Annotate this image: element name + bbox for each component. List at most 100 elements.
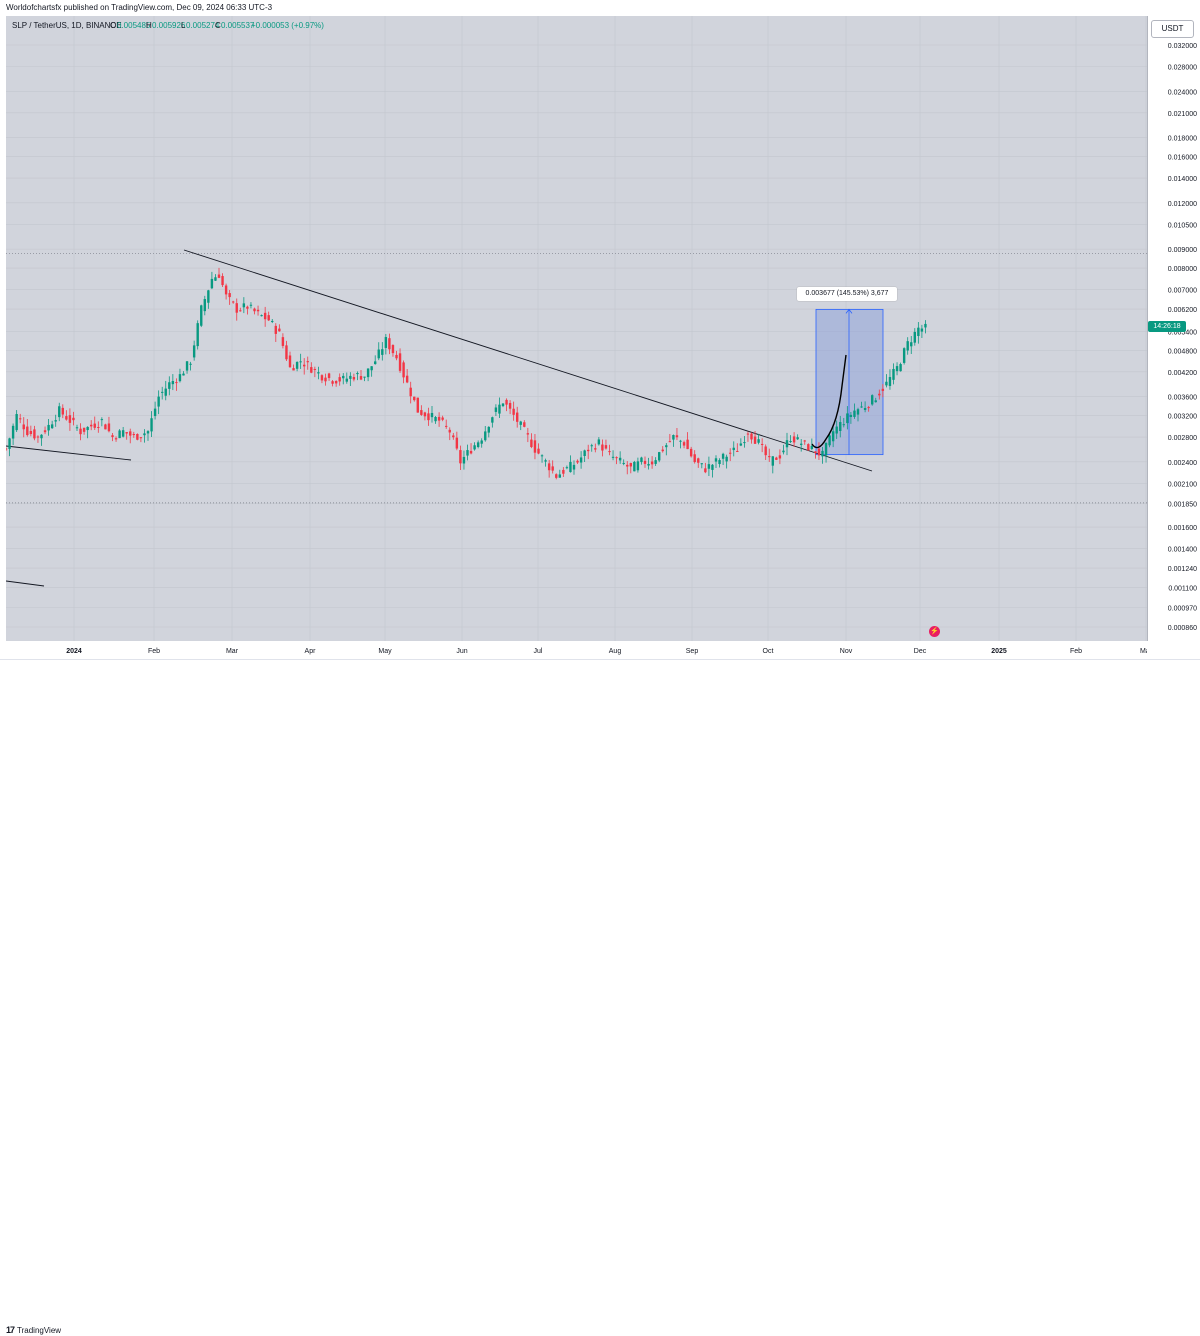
price-tick-label: 0.028000 [1168, 64, 1197, 71]
candle-body [157, 396, 160, 407]
candle-body [842, 424, 845, 426]
candle-body [402, 362, 405, 378]
projection-curve-line[interactable] [811, 354, 847, 449]
candle-body [43, 430, 47, 433]
candle [196, 320, 199, 350]
candle [405, 369, 409, 384]
candle-body [136, 433, 139, 440]
candle [139, 436, 143, 443]
candle-body [384, 337, 388, 348]
candle-body [79, 428, 82, 435]
candle [544, 458, 547, 467]
candle-body [913, 331, 916, 343]
time-axis[interactable]: 2024 Feb Mar Apr May Jun Jul Aug Sep Oct Nov Dec 202… [6, 641, 1153, 659]
descending-trendline[interactable] [183, 249, 873, 472]
candle [334, 380, 338, 387]
candle-body [466, 450, 469, 456]
candle [533, 433, 537, 460]
candle [736, 443, 739, 452]
candle-body [636, 461, 640, 471]
candle-body [253, 308, 256, 312]
candle [356, 371, 359, 381]
bottom-trendline-fragment[interactable] [5, 580, 45, 587]
measure-box[interactable] [815, 308, 884, 456]
candle-body [50, 424, 54, 429]
candle-body [90, 424, 93, 427]
candle [824, 442, 828, 463]
candle [636, 457, 640, 473]
tradingview-logo-icon: 17 [6, 1325, 15, 1335]
candle [33, 425, 36, 441]
candle [693, 450, 696, 464]
candle-body [760, 443, 764, 445]
candle-body [118, 430, 121, 439]
candle-body [462, 456, 466, 464]
candle-body [19, 418, 22, 420]
candle [469, 443, 473, 455]
candle-body [622, 462, 625, 464]
candle-body [217, 274, 221, 278]
candle-body [58, 406, 61, 418]
candle-body [47, 424, 50, 431]
candle [899, 362, 902, 372]
candle-body [320, 375, 324, 381]
tradingview-logo[interactable]: 17 TradingView [6, 1324, 61, 1336]
candle [4, 447, 8, 452]
measure-label[interactable]: 0.003677 (145.53%) 3,677 [797, 287, 897, 301]
candle-body [849, 414, 853, 417]
candle [757, 433, 760, 445]
trendlines[interactable] [5, 249, 873, 587]
candle-body [700, 463, 703, 465]
lower-trendline[interactable] [5, 445, 132, 461]
candle [267, 311, 270, 322]
candle-body [427, 413, 430, 421]
candle-body [732, 447, 735, 451]
candle-body [36, 436, 40, 438]
candle [50, 420, 54, 429]
candle [313, 366, 317, 378]
candle-body [633, 461, 636, 472]
candle-body [494, 407, 498, 412]
candle [817, 442, 821, 460]
candle-body [682, 442, 686, 446]
candle-body [888, 377, 892, 386]
event-lightning-icon[interactable]: ⚡ [929, 626, 940, 637]
candle-body [778, 455, 782, 459]
candle-body [693, 454, 696, 463]
currency-button[interactable]: USDT [1151, 20, 1194, 38]
candle-body [746, 433, 750, 435]
candle [100, 417, 104, 427]
price-tick-label: 0.010500 [1168, 222, 1197, 229]
candle-body [324, 377, 327, 382]
candle [370, 366, 373, 377]
legend-low: 0.005274 [186, 21, 220, 30]
candle-body [8, 438, 11, 449]
candle [831, 424, 835, 448]
candle [86, 426, 89, 439]
candle-body [608, 451, 611, 453]
price-tick-label: 0.012000 [1168, 201, 1197, 208]
candle [572, 460, 576, 475]
time-tick-label: Aug [609, 648, 622, 655]
candle [814, 451, 817, 459]
price-tick-label: 0.001400 [1168, 547, 1197, 554]
candle-body [718, 460, 721, 465]
candle [146, 430, 150, 441]
candle [303, 358, 306, 375]
candle [129, 428, 132, 444]
candle-body [821, 450, 824, 457]
candle [601, 439, 604, 457]
candle [249, 302, 253, 309]
candle [842, 417, 845, 428]
candle [455, 431, 459, 451]
candle [800, 439, 803, 452]
chart-pane[interactable]: SLP / TetherUS, 1D, BINANCE O 0.005485 H… [4, 16, 1147, 641]
candle-body [800, 443, 803, 445]
candle-body [512, 408, 515, 415]
projection-curve[interactable] [811, 354, 847, 449]
candle-body [374, 361, 377, 365]
candle [228, 290, 231, 305]
chart-canvas[interactable]: SLP / TetherUS, 1D, BINANCE O 0.005485 H… [4, 16, 1147, 641]
legend-high-label: H [146, 21, 152, 30]
price-range-measure[interactable] [815, 308, 884, 456]
